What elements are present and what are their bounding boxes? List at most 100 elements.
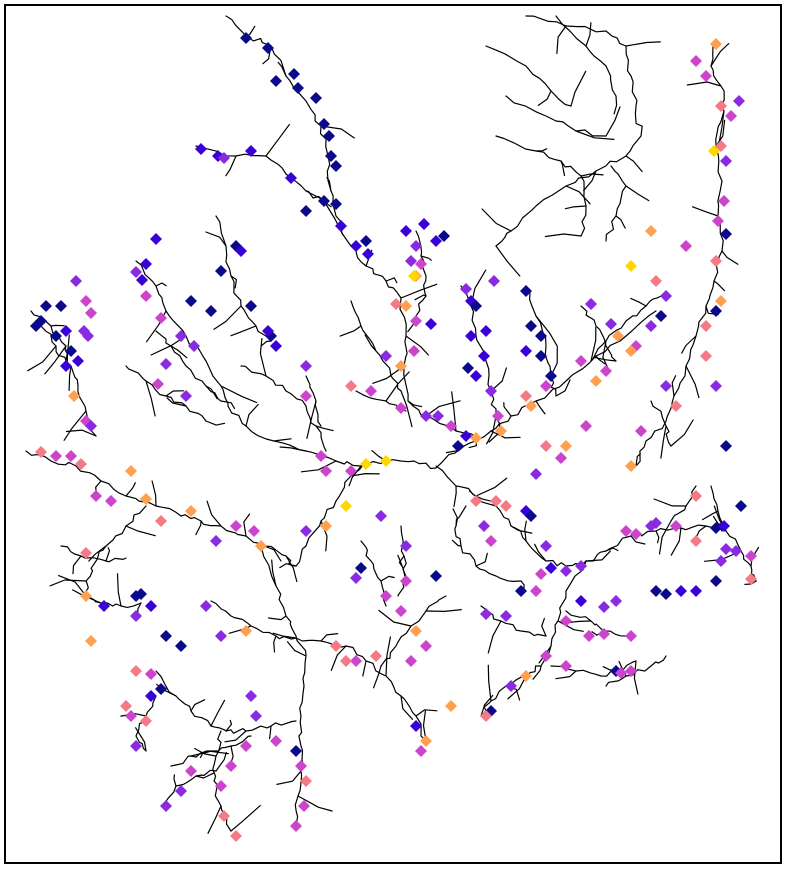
site-marker[interactable] — [519, 669, 533, 683]
site-marker[interactable] — [477, 349, 491, 363]
site-marker[interactable] — [649, 584, 663, 598]
site-marker[interactable] — [79, 589, 93, 603]
site-marker[interactable] — [404, 654, 418, 668]
site-marker[interactable] — [659, 379, 673, 393]
site-marker[interactable] — [534, 329, 548, 343]
site-marker[interactable] — [699, 319, 713, 333]
site-marker[interactable] — [699, 69, 713, 83]
site-marker[interactable] — [414, 257, 428, 271]
site-marker[interactable] — [444, 699, 458, 713]
site-marker[interactable] — [714, 554, 728, 568]
site-marker[interactable] — [554, 451, 568, 465]
site-marker[interactable] — [287, 67, 301, 81]
site-marker[interactable] — [379, 589, 393, 603]
site-marker[interactable] — [247, 524, 261, 538]
site-marker[interactable] — [344, 379, 358, 393]
site-marker[interactable] — [539, 379, 553, 393]
site-marker[interactable] — [589, 374, 603, 388]
site-marker[interactable] — [299, 204, 313, 218]
site-marker[interactable] — [609, 594, 623, 608]
site-marker[interactable] — [461, 361, 475, 375]
site-marker[interactable] — [59, 324, 73, 338]
site-marker[interactable] — [314, 449, 328, 463]
site-marker[interactable] — [84, 306, 98, 320]
site-marker[interactable] — [559, 614, 573, 628]
site-marker[interactable] — [719, 439, 733, 453]
site-marker[interactable] — [319, 519, 333, 533]
site-marker[interactable] — [419, 639, 433, 653]
site-marker[interactable] — [299, 774, 313, 788]
site-marker[interactable] — [689, 489, 703, 503]
site-marker[interactable] — [214, 629, 228, 643]
site-marker[interactable] — [329, 197, 343, 211]
site-marker[interactable] — [322, 129, 336, 143]
site-marker[interactable] — [504, 679, 518, 693]
site-marker[interactable] — [194, 142, 208, 156]
site-marker[interactable] — [174, 329, 188, 343]
site-marker[interactable] — [534, 349, 548, 363]
site-marker[interactable] — [74, 457, 88, 471]
site-marker[interactable] — [719, 542, 733, 556]
site-marker[interactable] — [544, 369, 558, 383]
site-marker[interactable] — [239, 31, 253, 45]
site-marker[interactable] — [159, 357, 173, 371]
site-marker[interactable] — [417, 217, 431, 231]
site-marker[interactable] — [419, 409, 433, 423]
site-marker[interactable] — [179, 389, 193, 403]
site-marker[interactable] — [229, 519, 243, 533]
site-marker[interactable] — [134, 587, 148, 601]
site-marker[interactable] — [709, 304, 723, 318]
site-marker[interactable] — [204, 304, 218, 318]
site-marker[interactable] — [634, 424, 648, 438]
site-marker[interactable] — [269, 339, 283, 353]
site-marker[interactable] — [709, 379, 723, 393]
site-marker[interactable] — [699, 349, 713, 363]
site-marker[interactable] — [409, 314, 423, 328]
site-marker[interactable] — [479, 324, 493, 338]
site-marker[interactable] — [49, 449, 63, 463]
site-marker[interactable] — [154, 682, 168, 696]
site-marker[interactable] — [234, 244, 248, 258]
site-marker[interactable] — [714, 294, 728, 308]
site-marker[interactable] — [159, 629, 173, 643]
site-marker[interactable] — [559, 659, 573, 673]
site-marker[interactable] — [491, 409, 505, 423]
site-marker[interactable] — [669, 519, 683, 533]
site-marker[interactable] — [361, 247, 375, 261]
site-marker[interactable] — [599, 364, 613, 378]
site-marker[interactable] — [519, 284, 533, 298]
site-marker[interactable] — [254, 539, 268, 553]
site-marker[interactable] — [199, 599, 213, 613]
site-marker[interactable] — [79, 294, 93, 308]
site-marker[interactable] — [519, 344, 533, 358]
site-marker[interactable] — [139, 289, 153, 303]
site-marker[interactable] — [139, 257, 153, 271]
site-marker[interactable] — [154, 311, 168, 325]
site-marker[interactable] — [359, 457, 373, 471]
site-marker[interactable] — [209, 534, 223, 548]
site-marker[interactable] — [184, 764, 198, 778]
site-marker[interactable] — [597, 600, 611, 614]
site-marker[interactable] — [559, 439, 573, 453]
site-marker[interactable] — [329, 159, 343, 173]
site-marker[interactable] — [709, 254, 723, 268]
site-marker[interactable] — [659, 587, 673, 601]
site-marker[interactable] — [719, 227, 733, 241]
site-marker[interactable] — [174, 639, 188, 653]
site-marker[interactable] — [711, 214, 725, 228]
site-marker[interactable] — [174, 784, 188, 798]
site-marker[interactable] — [597, 627, 611, 641]
site-marker[interactable] — [734, 499, 748, 513]
site-marker[interactable] — [407, 344, 421, 358]
site-marker[interactable] — [394, 604, 408, 618]
site-marker[interactable] — [349, 571, 363, 585]
site-marker[interactable] — [669, 399, 683, 413]
site-marker[interactable] — [129, 664, 143, 678]
site-marker[interactable] — [539, 649, 553, 663]
site-marker[interactable] — [309, 91, 323, 105]
site-marker[interactable] — [319, 464, 333, 478]
site-marker[interactable] — [217, 151, 231, 165]
site-marker[interactable] — [104, 494, 118, 508]
site-marker[interactable] — [214, 264, 228, 278]
site-marker[interactable] — [744, 572, 758, 586]
